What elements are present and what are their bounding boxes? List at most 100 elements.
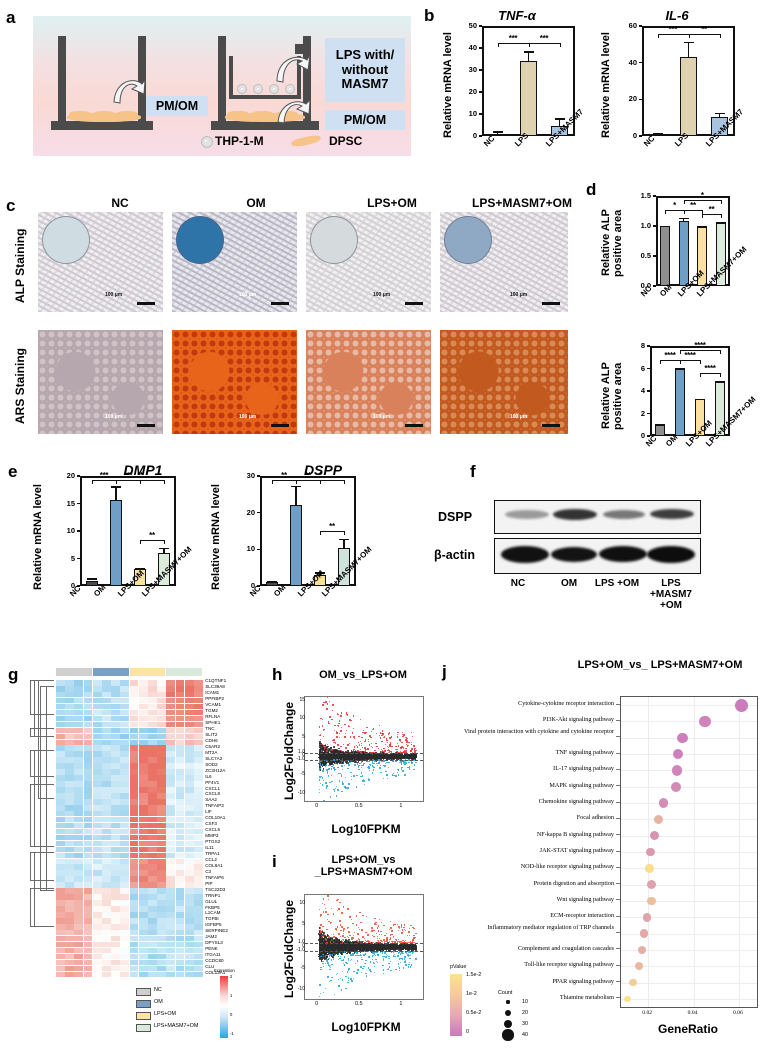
heatmap-cell bbox=[102, 816, 111, 823]
y-tick bbox=[653, 195, 656, 197]
scatter-point bbox=[328, 753, 330, 756]
scatter-point bbox=[399, 740, 402, 742]
heatmap-cell bbox=[194, 733, 203, 740]
arrow-lps-in bbox=[276, 54, 311, 83]
heatmap-cell bbox=[166, 721, 176, 728]
heatmap-cell bbox=[92, 822, 102, 829]
heatmap-cell bbox=[56, 757, 65, 763]
heatmap-cell bbox=[194, 810, 203, 817]
row-header-alp-staining: ALP Staining bbox=[13, 228, 27, 304]
heatmap-cell bbox=[92, 906, 102, 912]
heatmap-cell bbox=[102, 864, 111, 871]
scatter-point bbox=[365, 751, 368, 753]
scatter-point bbox=[380, 771, 382, 774]
heatmap-cell bbox=[157, 709, 166, 716]
scatter-point bbox=[411, 748, 413, 750]
error-cap bbox=[159, 548, 169, 550]
scale-bar bbox=[271, 424, 289, 427]
heatmap-cell bbox=[184, 882, 194, 888]
scatter-point bbox=[378, 734, 381, 737]
bar bbox=[520, 60, 537, 136]
expression-colorbar bbox=[220, 976, 228, 1038]
heatmap-cell bbox=[92, 709, 102, 716]
error-bar bbox=[343, 539, 345, 549]
heatmap-cell bbox=[138, 953, 148, 960]
heatmap-cell bbox=[138, 906, 148, 912]
y-tick-label: 40 bbox=[468, 43, 477, 52]
heatmap-cell bbox=[56, 852, 65, 859]
heatmap-cell bbox=[111, 727, 120, 734]
scatter-point bbox=[348, 760, 351, 763]
significance-tick bbox=[720, 373, 722, 378]
scatter-point bbox=[364, 741, 366, 743]
heatmap-cell bbox=[157, 912, 166, 918]
heatmap-cell bbox=[111, 751, 120, 757]
heatmap-cell bbox=[148, 971, 157, 978]
heatmap-cell bbox=[111, 953, 120, 960]
heatmap-cell bbox=[129, 941, 139, 948]
heatmap-cell bbox=[148, 870, 157, 876]
scatter-point bbox=[319, 749, 321, 752]
heatmap-cell bbox=[120, 858, 130, 865]
heatmap-cell bbox=[120, 680, 130, 686]
scatter-point bbox=[320, 754, 323, 757]
heatmap-cell bbox=[111, 816, 120, 823]
bar bbox=[674, 369, 686, 436]
heatmap-cell bbox=[129, 793, 139, 799]
heatmap-cell bbox=[194, 822, 203, 829]
heatmap-cell bbox=[138, 703, 148, 710]
y-tick bbox=[77, 502, 80, 505]
y-tick bbox=[653, 225, 656, 227]
scatter-point bbox=[334, 742, 337, 744]
scatter-point bbox=[361, 736, 363, 739]
heatmap-gene-label: DPYSL3 bbox=[205, 940, 223, 946]
scatter-point bbox=[388, 750, 390, 752]
scatter-point bbox=[388, 744, 391, 746]
threshold-line bbox=[305, 752, 423, 754]
scatter-point bbox=[334, 759, 337, 761]
scatter-point bbox=[322, 770, 324, 772]
chart-d-alp: 0.0 0.5 1.0 1.5 * ** ** * bbox=[632, 191, 730, 290]
scatter-point bbox=[374, 757, 376, 760]
heatmap-cell bbox=[111, 715, 120, 722]
y-tick bbox=[479, 25, 482, 27]
heatmap-cell bbox=[74, 894, 84, 900]
error-cap bbox=[315, 572, 325, 574]
heatmap-cell bbox=[166, 781, 176, 787]
heatmap-cell bbox=[74, 870, 84, 876]
significance-tick bbox=[680, 350, 682, 354]
significance-tick bbox=[140, 480, 142, 484]
heatmap-cell bbox=[56, 763, 65, 769]
scatter-point bbox=[330, 750, 332, 752]
heatmap-cell bbox=[56, 876, 65, 882]
alp-well-disc bbox=[310, 216, 358, 264]
panel-label-d: d bbox=[586, 180, 597, 199]
heatmap-cell bbox=[65, 882, 74, 888]
heatmap-cell bbox=[129, 703, 139, 710]
heatmap-cell bbox=[194, 971, 203, 978]
scatter-point bbox=[374, 749, 376, 752]
heatmap-cell bbox=[92, 840, 102, 847]
scatter-point bbox=[365, 915, 368, 918]
heatmap-cell bbox=[166, 953, 176, 960]
scatter-point bbox=[329, 781, 331, 784]
scatter-point bbox=[374, 752, 376, 754]
heatmap-cell bbox=[65, 900, 74, 906]
bar bbox=[265, 582, 279, 586]
significance-label: **** bbox=[664, 350, 676, 360]
heatmap-cell bbox=[74, 757, 84, 763]
heatmap-cell bbox=[92, 929, 102, 936]
heatmap-gene-label: TRPA1 bbox=[205, 850, 220, 856]
scatter-point bbox=[398, 762, 400, 764]
scatter-point bbox=[362, 757, 365, 759]
scatter-point bbox=[341, 758, 344, 761]
heatmap-gene-label: SOD2 bbox=[205, 761, 218, 767]
scatter-point bbox=[343, 756, 345, 758]
scatter-point bbox=[412, 753, 414, 756]
scatter-point bbox=[326, 708, 328, 710]
heatmap-cell bbox=[138, 900, 148, 906]
heatmap-cell bbox=[194, 804, 203, 811]
scale-bar-label: 100 μm bbox=[105, 414, 123, 420]
heatmap-group-header bbox=[92, 668, 129, 676]
scatter-point bbox=[387, 749, 389, 752]
